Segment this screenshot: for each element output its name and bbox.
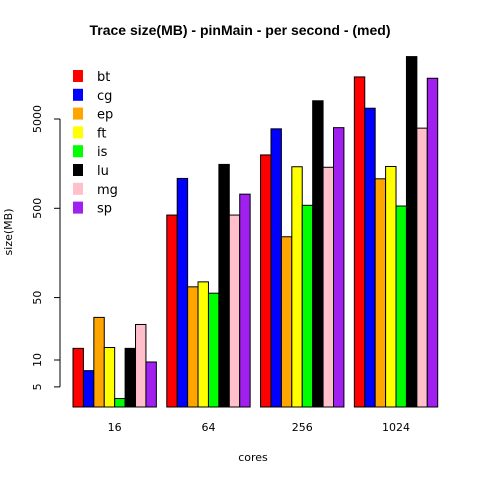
legend-label-mg: mg — [97, 183, 118, 198]
legend-swatch-bt — [73, 70, 83, 82]
y-tick-label: 500 — [31, 198, 44, 219]
bar-ep-16 — [93, 316, 105, 408]
legend-swatch-is — [73, 145, 83, 158]
bar-is-256 — [301, 204, 314, 408]
legend-swatch-ft — [73, 126, 83, 139]
bar-sp-1024 — [426, 77, 439, 408]
legend: bt cg ep ft is lu mg sp — [73, 70, 118, 217]
y-axis: 5 10 50 500 5000 — [31, 105, 61, 390]
bar-ft-1024 — [385, 165, 397, 408]
legend-swatch-lu — [73, 164, 83, 176]
bar-bt-16 — [72, 347, 84, 408]
legend-swatch-mg — [73, 182, 83, 195]
x-tick-label: 1024 — [382, 421, 410, 434]
chart-title: Trace size(MB) - pinMain - per second - … — [89, 22, 390, 38]
bar-cg-256 — [270, 128, 282, 408]
legend-swatch-sp — [73, 201, 83, 214]
bars-group — [72, 56, 439, 408]
bar-sp-256 — [333, 127, 345, 408]
bar-cg-1024 — [364, 107, 376, 408]
bar-mg-1024 — [416, 127, 428, 408]
legend-label-lu: lu — [97, 164, 109, 179]
legend-swatch-cg — [73, 88, 83, 101]
bar-lu-16 — [124, 347, 137, 408]
bar-cg-64 — [176, 177, 189, 408]
bar-is-64 — [207, 292, 220, 408]
bar-mg-64 — [228, 214, 241, 408]
y-axis-label: size(MB) — [2, 209, 15, 256]
legend-label-bt: bt — [97, 70, 110, 85]
y-tick-label: 10 — [31, 353, 44, 367]
bar-lu-1024 — [405, 56, 418, 408]
legend-label-sp: sp — [97, 202, 112, 217]
x-tick-label: 256 — [292, 421, 313, 434]
bar-ft-16 — [103, 347, 116, 408]
x-tick-label: 64 — [201, 421, 215, 434]
bar-bt-1024 — [353, 76, 366, 408]
bar-lu-64 — [218, 163, 230, 408]
legend-swatch-ep — [73, 107, 83, 120]
y-tick-label: 5 — [31, 383, 44, 390]
legend-label-ft: ft — [97, 126, 106, 141]
legend-label-is: is — [97, 145, 108, 160]
bar-ft-256 — [291, 166, 303, 408]
bar-bt-256 — [260, 154, 272, 408]
bar-mg-256 — [322, 166, 334, 408]
bar-sp-64 — [239, 193, 251, 408]
bar-ft-64 — [197, 281, 209, 408]
bar-ep-64 — [187, 286, 199, 408]
bar-ep-1024 — [374, 178, 387, 408]
legend-label-ep: ep — [97, 108, 113, 123]
bar-bt-64 — [166, 214, 178, 408]
legend-label-cg: cg — [97, 89, 112, 104]
x-tick-label: 16 — [108, 421, 122, 434]
bar-mg-16 — [135, 323, 147, 408]
y-tick-label: 50 — [31, 291, 44, 305]
bar-is-16 — [114, 398, 126, 408]
y-tick-label: 5000 — [31, 105, 44, 133]
category-labels: 16 64 256 1024 — [108, 421, 410, 434]
bar-sp-16 — [145, 361, 157, 408]
x-axis-label: cores — [238, 451, 268, 464]
bar-cg-16 — [82, 370, 95, 408]
bar-ep-256 — [280, 236, 293, 408]
bar-is-1024 — [395, 205, 407, 408]
bar-lu-256 — [312, 100, 324, 408]
